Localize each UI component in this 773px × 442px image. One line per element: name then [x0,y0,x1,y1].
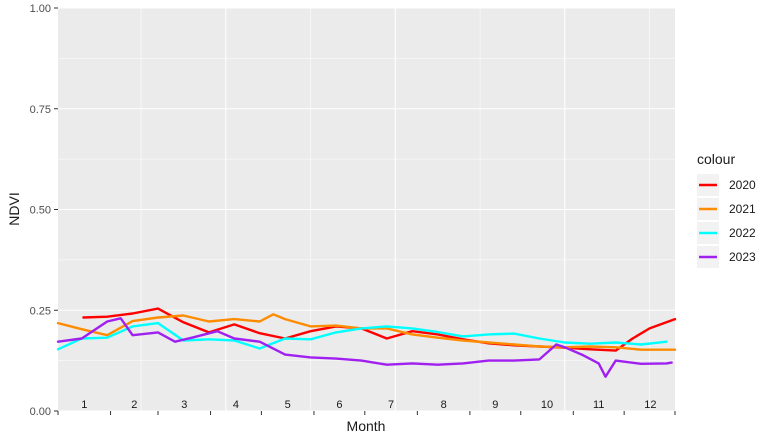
month-label: 4 [233,399,239,411]
month-label: 6 [336,399,342,411]
legend-label: 2021 [729,202,756,216]
series-line-2020 [82,307,677,352]
x-axis-title: Month [347,418,386,434]
legend-title: colour [697,151,735,167]
major-gridlines [58,7,675,412]
y-tick-label: 1.00 [30,3,51,15]
month-labels: 1 2 3 4 5 6 7 8 9 10 11 12 [81,399,656,411]
y-tick-label: 0.25 [30,305,51,317]
month-label: 3 [181,399,187,411]
series-line-2023 [56,317,673,378]
legend-items: 2020 2021 2022 2023 [697,174,756,268]
legend-label: 2020 [729,178,756,192]
series-line-2022 [56,321,668,351]
legend: colour 2020 2021 2022 2023 [697,151,756,268]
month-label: 10 [541,399,553,411]
legend-label: 2022 [729,226,756,240]
y-tick-label: 0.75 [30,104,51,116]
month-label: 1 [81,399,87,411]
month-label: 5 [285,399,291,411]
series-lines [56,307,677,378]
y-tick-label: 0.00 [30,406,51,418]
month-label: 12 [644,399,656,411]
y-axis-title: NDVI [6,192,22,225]
month-label: 11 [593,399,604,411]
month-label: 9 [492,399,498,411]
month-label: 2 [131,399,137,411]
month-label: 7 [388,399,394,411]
legend-label: 2023 [729,250,756,264]
y-tick-label: 0.50 [30,205,51,217]
month-label: 8 [441,399,447,411]
axes: 0.00 0.25 0.50 0.75 1.00 [30,3,676,418]
